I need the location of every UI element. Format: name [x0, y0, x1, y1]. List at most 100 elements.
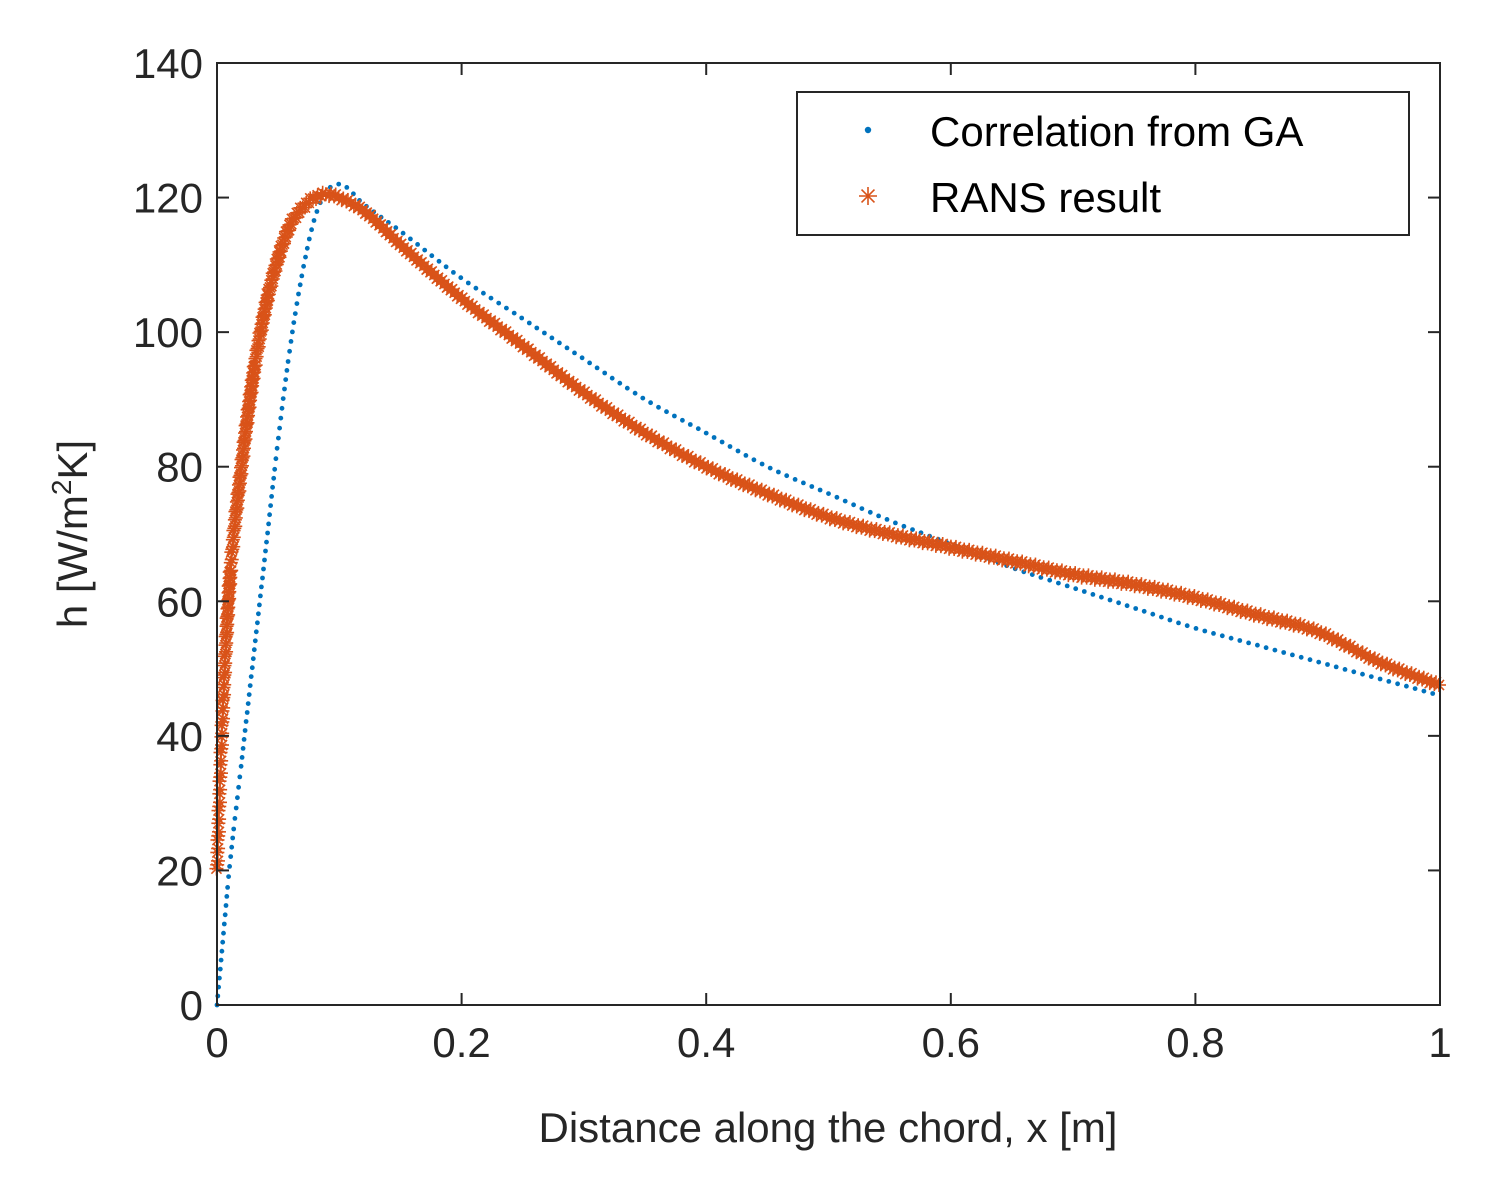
data-point — [240, 746, 246, 751]
data-point — [776, 469, 781, 475]
data-point — [287, 348, 292, 354]
data-point — [664, 409, 669, 415]
data-point — [792, 477, 798, 482]
data-point — [672, 413, 677, 419]
data-point — [465, 280, 471, 286]
data-point — [217, 975, 222, 981]
data-point — [301, 263, 306, 269]
y-tick-label: 120 — [133, 175, 203, 222]
data-point — [1333, 664, 1339, 670]
data-point — [282, 386, 287, 392]
data-point — [243, 719, 249, 724]
data-point — [306, 236, 312, 242]
data-point — [294, 301, 300, 306]
data-point — [1360, 671, 1365, 677]
data-point — [1395, 681, 1400, 687]
data-point — [876, 513, 881, 519]
data-point — [893, 520, 898, 526]
data-point — [291, 320, 297, 325]
data-point — [238, 763, 244, 769]
data-point — [1404, 683, 1409, 689]
data-point — [227, 864, 233, 869]
data-point — [534, 325, 540, 331]
data-point — [557, 340, 562, 346]
data-point — [299, 273, 305, 279]
legend-label-correlation: Correlation from GA — [930, 108, 1303, 155]
y-tick-label: 100 — [133, 309, 203, 356]
data-point — [511, 310, 517, 316]
data-point — [226, 874, 232, 879]
data-point — [1246, 640, 1251, 646]
data-point — [842, 498, 848, 504]
data-point — [221, 921, 227, 927]
data-point — [336, 181, 342, 187]
axes-layer — [216, 62, 1441, 1006]
data-point — [680, 417, 685, 423]
axes-box — [216, 62, 1441, 1006]
data-point — [1412, 686, 1418, 691]
x-tick-label: 0.8 — [1166, 1019, 1224, 1066]
data-point — [274, 445, 280, 451]
data-point — [255, 620, 260, 626]
data-point — [1351, 669, 1357, 675]
data-point — [579, 355, 585, 361]
data-point — [1107, 597, 1113, 603]
data-point — [221, 930, 226, 936]
data-point — [526, 320, 532, 326]
data-point — [231, 826, 237, 832]
data-point — [219, 948, 225, 954]
y-tick-label: 40 — [156, 713, 203, 760]
data-point — [1090, 592, 1096, 597]
data-point — [262, 557, 267, 563]
data-point — [443, 264, 449, 270]
legend: Correlation from GA RANS result — [796, 91, 1410, 236]
data-point — [236, 784, 242, 790]
data-point — [249, 665, 255, 671]
data-point — [245, 701, 251, 706]
data-point — [256, 611, 261, 617]
data-point — [504, 305, 509, 311]
data-point — [311, 218, 317, 223]
y-axis-label-main: h [W/m — [49, 495, 96, 628]
data-point — [217, 966, 223, 972]
y-tick-label: 20 — [156, 847, 203, 894]
data-point — [237, 774, 243, 780]
data-point — [1421, 688, 1427, 694]
data-point — [759, 461, 765, 467]
data-point — [496, 300, 502, 306]
data-point — [273, 456, 279, 462]
data-point — [280, 396, 286, 401]
data-point — [1150, 611, 1156, 617]
data-point — [408, 236, 413, 242]
data-point — [276, 435, 281, 441]
data-point — [268, 503, 273, 508]
data-point — [801, 480, 806, 486]
data-point — [1202, 628, 1208, 634]
data-point — [735, 448, 741, 454]
data-point — [867, 509, 873, 515]
data-point — [1377, 676, 1383, 682]
data-point — [241, 737, 247, 742]
data-point — [261, 566, 266, 572]
data-point — [218, 957, 224, 963]
data-point — [235, 795, 240, 801]
data-point — [224, 894, 230, 899]
data-point — [258, 593, 263, 599]
data-point — [422, 247, 428, 253]
data-point — [290, 329, 295, 335]
data-point — [233, 805, 239, 811]
data-point — [250, 656, 256, 662]
y-tick-label: 80 — [156, 444, 203, 491]
data-point — [1342, 667, 1348, 672]
legend-marker-correlation — [864, 126, 872, 134]
data-point — [246, 692, 252, 697]
data-point — [767, 465, 773, 471]
data-point — [1307, 657, 1313, 663]
data-point — [296, 291, 301, 297]
data-point — [1219, 633, 1225, 639]
data-point — [1290, 652, 1295, 658]
data-point — [624, 385, 630, 391]
data-point — [277, 425, 282, 431]
data-point — [260, 575, 265, 581]
